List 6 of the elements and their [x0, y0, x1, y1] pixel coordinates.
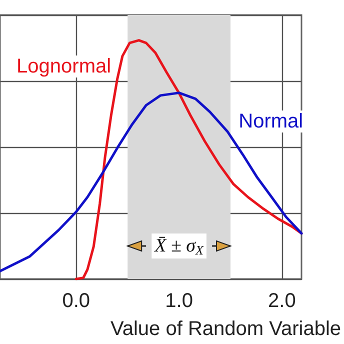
x-tick-label: 1.0	[165, 290, 193, 312]
x-axis-title: Value of Random Variable	[110, 318, 342, 340]
series-label: Lognormal	[16, 56, 112, 78]
series-label: Normal	[238, 110, 304, 132]
x-tick-label: 0.0	[62, 290, 90, 312]
x-tick-label: 2.0	[268, 290, 296, 312]
